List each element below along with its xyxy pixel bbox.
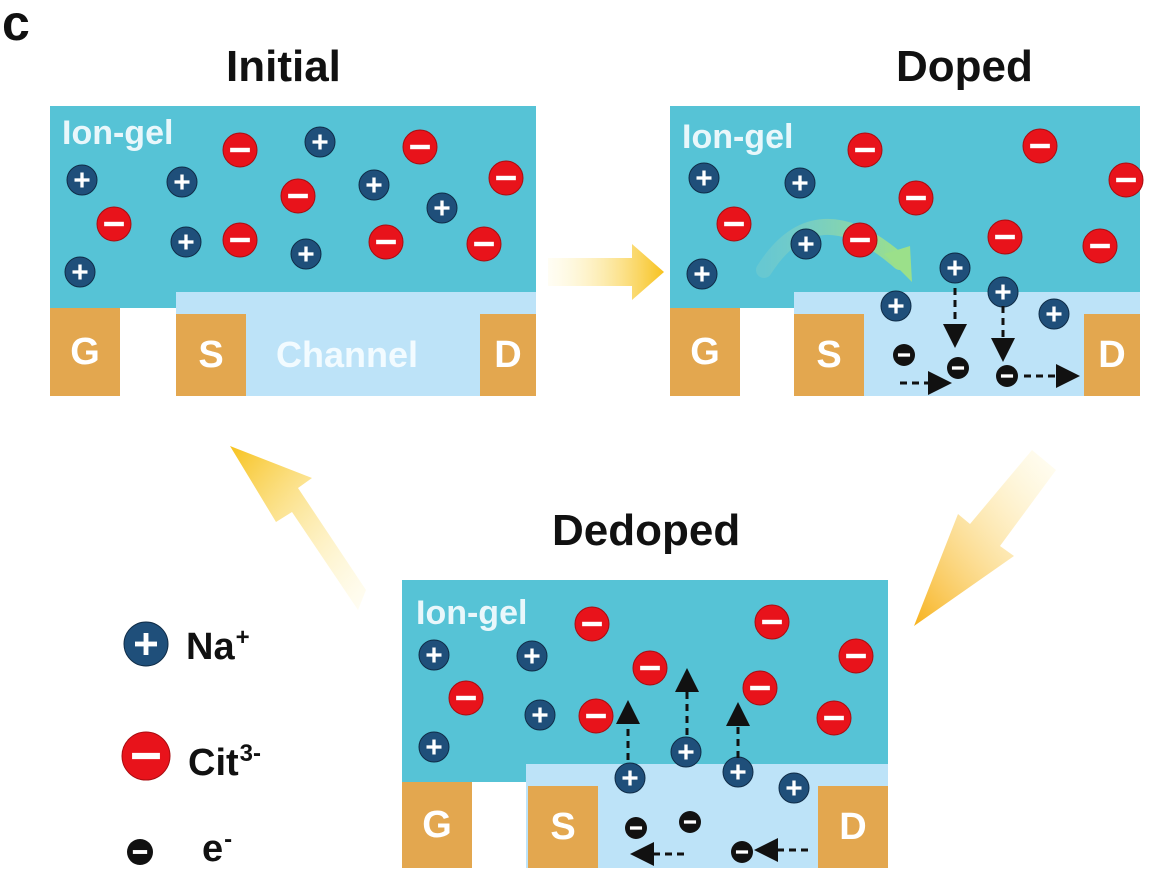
cit-anion-icon — [466, 226, 502, 262]
legend-anion-icon — [121, 731, 171, 781]
na-cation-icon — [1038, 298, 1070, 330]
na-cation-icon — [686, 258, 718, 290]
legend-electron-label: e- — [202, 826, 232, 871]
legend-electron-charge: - — [224, 826, 233, 853]
legend-anion-text: Cit — [188, 742, 239, 784]
dedoped-device: G S D Ion-gel — [402, 580, 888, 868]
na-cation-icon — [426, 192, 458, 224]
cit-anion-icon — [222, 132, 258, 168]
cit-anion-icon — [222, 222, 258, 258]
initial-channel-label: Channel — [276, 334, 419, 375]
legend-anion-charge: 3- — [239, 740, 261, 767]
cit-anion-icon — [578, 698, 614, 734]
electron-icon — [996, 365, 1018, 387]
legend-electron-text: e — [202, 828, 224, 870]
legend-cation-text: Na — [186, 626, 235, 668]
dedoped-source-electrode: S — [528, 786, 598, 868]
cit-anion-icon — [898, 180, 934, 216]
na-cation-icon — [170, 226, 202, 258]
initial-ion-gel-label: Ion-gel — [62, 114, 174, 152]
electron-icon — [679, 811, 701, 833]
na-cation-icon — [64, 256, 96, 288]
na-cation-icon — [784, 167, 816, 199]
initial-title: Initial — [226, 42, 341, 91]
cit-anion-icon — [754, 604, 790, 640]
doping-curved-arrow — [756, 219, 908, 278]
cycle-arrow-doped-to-dedoped — [914, 450, 1056, 626]
cit-anion-icon — [1082, 228, 1118, 264]
cit-anion-icon — [838, 638, 874, 674]
cycle-arrow-initial-to-doped — [548, 244, 664, 300]
na-cation-icon — [880, 290, 912, 322]
na-cation-icon — [790, 228, 822, 260]
legend-cation-icon — [123, 621, 169, 667]
cit-anion-icon — [1022, 128, 1058, 164]
dedoped-gate-electrode: G — [402, 782, 472, 868]
cit-anion-icon — [96, 206, 132, 242]
cit-anion-icon — [716, 206, 752, 242]
legend-electron-icon — [127, 839, 153, 865]
doped-title: Doped — [896, 42, 1033, 91]
electron-icon — [947, 357, 969, 379]
na-cation-icon — [670, 736, 702, 768]
legend-cation-charge: + — [235, 624, 250, 651]
na-cation-icon — [688, 162, 720, 194]
dedoped-drain-electrode: D — [818, 786, 888, 868]
cycle-arrow-dedoped-to-initial — [230, 446, 366, 610]
na-cation-icon — [66, 164, 98, 196]
cit-anion-icon — [448, 680, 484, 716]
cit-anion-icon — [632, 650, 668, 686]
na-cation-icon — [939, 252, 971, 284]
na-cation-icon — [778, 772, 810, 804]
cit-anion-icon — [1108, 162, 1144, 198]
dedoped-ion-gel-label: Ion-gel — [416, 594, 528, 632]
cit-anion-icon — [987, 219, 1023, 255]
cit-anion-icon — [742, 670, 778, 706]
electron-icon — [625, 817, 647, 839]
cit-anion-icon — [574, 606, 610, 642]
na-cation-icon — [418, 731, 450, 763]
doped-source-electrode: S — [794, 314, 864, 396]
initial-drain-electrode: D — [480, 314, 536, 396]
cit-anion-icon — [488, 160, 524, 196]
dedoped-title: Dedoped — [552, 506, 741, 555]
initial-gate-electrode: G — [50, 308, 120, 396]
initial-source-electrode: S — [176, 314, 246, 396]
na-cation-icon — [358, 169, 390, 201]
electron-icon — [893, 344, 915, 366]
legend-cation-label: Na+ — [186, 624, 250, 669]
doped-drain-electrode: D — [1084, 314, 1140, 396]
na-cation-icon — [722, 756, 754, 788]
na-cation-icon — [418, 639, 450, 671]
panel-letter: c — [2, 0, 30, 51]
cit-anion-icon — [280, 178, 316, 214]
cit-anion-icon — [842, 222, 878, 258]
na-cation-icon — [290, 238, 322, 270]
cit-anion-icon — [368, 224, 404, 260]
na-cation-icon — [614, 762, 646, 794]
legend-anion-label: Cit3- — [188, 740, 261, 785]
na-cation-icon — [524, 699, 556, 731]
doped-device: G S D Ion-gel — [670, 106, 1140, 396]
doped-ion-gel-label: Ion-gel — [682, 118, 794, 156]
cit-anion-icon — [847, 132, 883, 168]
na-cation-icon — [516, 640, 548, 672]
na-cation-icon — [166, 166, 198, 198]
electron-icon — [731, 841, 753, 863]
na-cation-icon — [304, 126, 336, 158]
cit-anion-icon — [816, 700, 852, 736]
doped-gate-electrode: G — [670, 308, 740, 396]
na-cation-icon — [987, 276, 1019, 308]
cit-anion-icon — [402, 129, 438, 165]
